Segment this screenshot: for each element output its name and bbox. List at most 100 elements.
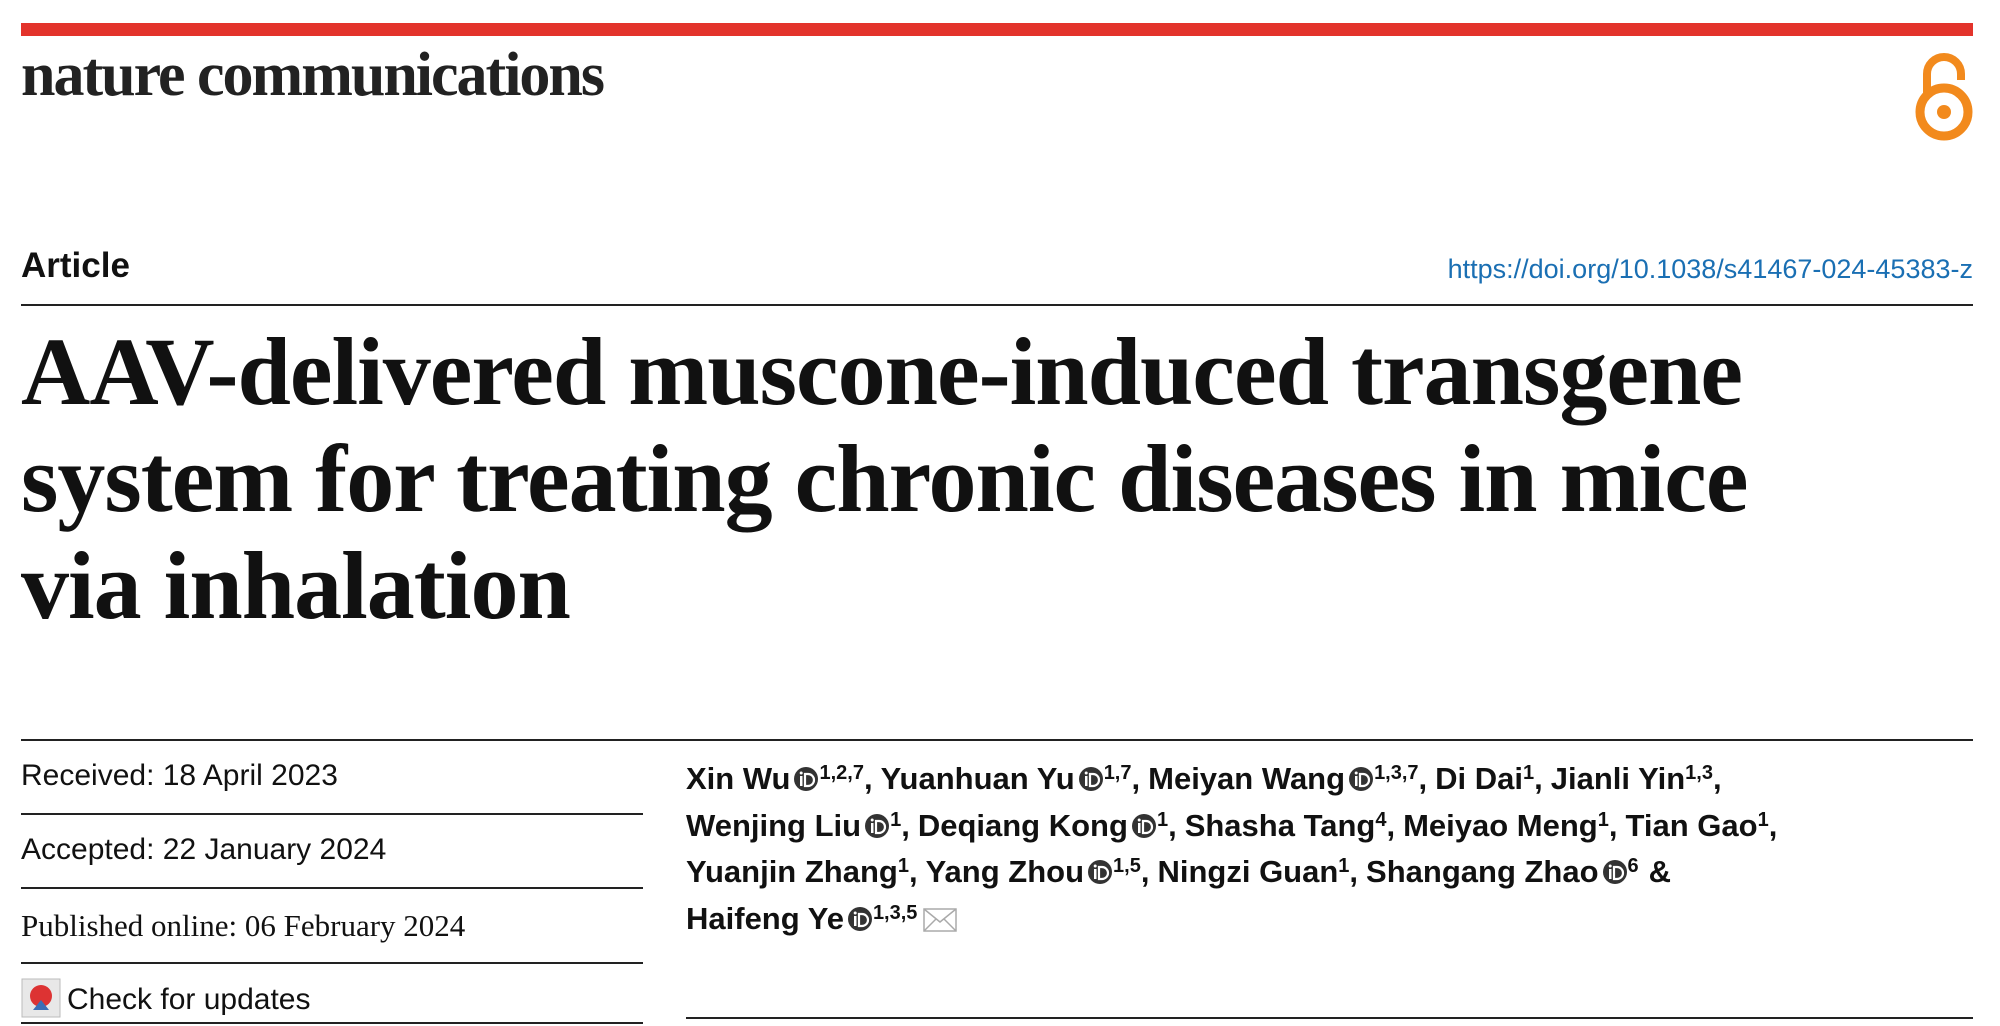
affiliation: 1 (1523, 762, 1535, 784)
author-name: Di Dai (1435, 761, 1524, 796)
check-updates[interactable]: Check for updates (67, 983, 311, 1016)
orcid-i (871, 822, 874, 833)
separator: , (863, 761, 873, 796)
orcid-dot (1608, 864, 1612, 868)
title-line: via inhalation (21, 532, 571, 639)
check-updates-icon[interactable] (21, 978, 61, 1018)
orcid-dot (1354, 771, 1358, 775)
rule (686, 1017, 1973, 1019)
author: Meiyao Meng1, (1403, 808, 1625, 843)
affiliation: 1,3 (1685, 762, 1713, 784)
author: Deqiang Kong 1, (918, 808, 1185, 843)
affiliation: 1 (1156, 808, 1169, 831)
affiliation: 1,7 (1103, 762, 1132, 784)
orcid-icon[interactable] (1078, 766, 1104, 792)
author: Di Dai1, (1435, 761, 1551, 796)
affiliation: 1,3,7 (1374, 762, 1419, 784)
orcid-d (874, 819, 887, 834)
journal-name: nature communications (21, 41, 605, 109)
orcid-i (1608, 869, 1612, 879)
orcid-dot (1084, 771, 1088, 775)
author-name: Jianli Yin (1550, 761, 1686, 796)
envelope-flap (923, 907, 957, 932)
orcid-icon[interactable] (864, 813, 890, 839)
rule (21, 739, 1973, 741)
orcid-d (1358, 772, 1371, 788)
title-line: AAV-delivered muscone-induced transgene (21, 318, 1743, 425)
author: Shangang Zhao 6 & (1366, 854, 1671, 889)
author: Ningzi Guan1, (1157, 854, 1366, 889)
author: Wenjing Liu 1, (686, 808, 918, 843)
separator: , (901, 807, 910, 843)
orcid-d (1097, 865, 1110, 881)
doi-link[interactable]: https://doi.org/10.1038/s41467-024-45383… (1447, 254, 1973, 284)
author-name: Meiyao Meng (1403, 807, 1598, 843)
author-name: Haifeng Ye (686, 900, 844, 936)
separator: , (1712, 761, 1722, 796)
orcid-i (1094, 869, 1097, 879)
email-icon[interactable] (923, 907, 958, 932)
orcid-icon[interactable] (847, 906, 873, 932)
separator: , (908, 854, 918, 889)
open-access-icon (1915, 53, 1973, 141)
orcid-d (1612, 865, 1624, 881)
author: Jianli Yin1,3, (1551, 761, 1730, 796)
separator: , (1131, 761, 1141, 796)
orcid-dot (800, 771, 804, 775)
envelope (923, 907, 958, 932)
orcid-dot (1137, 818, 1141, 821)
author-name: Yuanjin Zhang (686, 854, 898, 889)
title: AAV-delivered muscone-induced transgene … (21, 318, 1748, 639)
affiliation: 1,5 (1113, 855, 1141, 877)
author-name: Shangang Zhao (1366, 854, 1599, 889)
author-name: Meiyan Wang (1148, 761, 1346, 796)
author-list: Xin Wu 1,2,7, Yuanhuan Yu 1,7, Meiyan Wang 1,… (686, 756, 1785, 942)
orcid-d (857, 912, 870, 927)
orcid-icon[interactable] (1602, 859, 1628, 885)
separator: , (1386, 807, 1396, 843)
affiliation: 1 (897, 855, 909, 877)
author: Yang Zhou 1,5, (926, 854, 1158, 889)
author-name: Yang Zhou (925, 854, 1085, 889)
orcid-d (1141, 819, 1154, 834)
orcid-dot (870, 818, 874, 821)
author: Yuanjin Zhang1, (686, 854, 926, 889)
author-line: Yuanjin Zhang1, Yang Zhou 1,5, Ningzi Guan1… (686, 849, 1785, 896)
orcid-d (1088, 772, 1100, 788)
author: Haifeng Ye 1,3,5 (686, 900, 958, 936)
author-line: Wenjing Liu 1, Deqiang Kong 1, Shasha Tang4,… (686, 803, 1785, 850)
affiliation: 1 (1597, 808, 1609, 831)
author-name: Ningzi Guan (1157, 854, 1339, 889)
orcid-i (1084, 776, 1088, 786)
rule (21, 304, 1973, 306)
orcid-d (804, 772, 816, 788)
separator: , (1168, 807, 1177, 843)
orcid-icon[interactable] (1131, 813, 1157, 839)
published-date: Published online: 06 February 2024 (21, 908, 466, 943)
separator: , (1534, 761, 1543, 796)
top-bar (21, 23, 1973, 36)
separator: , (1768, 807, 1778, 843)
orcid-icon[interactable] (1348, 766, 1374, 792)
separator: & (1648, 854, 1672, 889)
author-name: Xin Wu (686, 761, 791, 796)
affiliation: 4 (1375, 808, 1387, 831)
title-line: system for treating chronic diseases in … (21, 425, 1748, 532)
author-name: Deqiang Kong (917, 807, 1128, 843)
affiliation: 1 (1757, 808, 1769, 831)
separator: , (1140, 854, 1150, 889)
author-line: Xin Wu 1,2,7, Yuanhuan Yu 1,7, Meiyan Wang 1,… (686, 756, 1785, 803)
rule (21, 1022, 643, 1024)
separator: , (1418, 761, 1428, 796)
author: Meiyan Wang 1,3,7, (1148, 761, 1435, 796)
affiliation: 1 (1338, 855, 1350, 877)
author-line: Haifeng Ye 1,3,5 (686, 896, 1785, 943)
orcid-i (1355, 776, 1358, 786)
orcid-icon[interactable] (793, 766, 819, 792)
orcid-icon[interactable] (1087, 859, 1113, 885)
rule (21, 813, 643, 815)
author-name: Wenjing Liu (686, 807, 862, 843)
author: Shasha Tang4, (1185, 808, 1403, 843)
orcid-i (853, 915, 857, 926)
